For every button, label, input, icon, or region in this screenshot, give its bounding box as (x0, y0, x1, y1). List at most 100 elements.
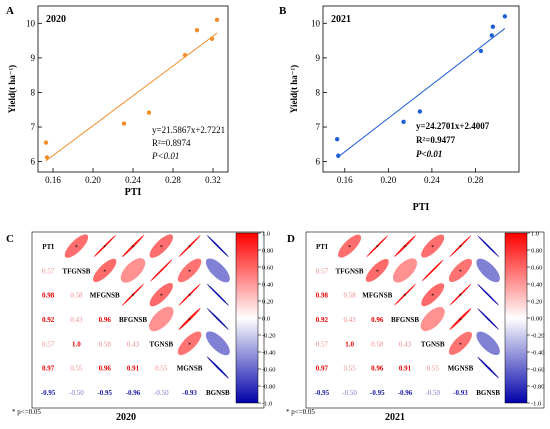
panel-b-ytick-label: 10 (311, 18, 321, 28)
panel-c-sig-star: * (188, 294, 191, 300)
panel-a-ylabel: Yield(t ha⁻¹) (7, 65, 17, 113)
panel-d-ellipse (421, 234, 445, 258)
panel-c-coef-label: -0.95 (97, 389, 112, 397)
panel-d-colorbar-tick-label: 0.00 (531, 316, 542, 323)
panel-a-point (44, 155, 50, 160)
panel-a-equation: y=21.5867x+2.7221 (152, 125, 225, 135)
panel-d-colorbar-tick-label: 0.40 (531, 282, 542, 289)
panel-d-ellipse (476, 258, 500, 283)
panel-d-sig-star: * (348, 245, 351, 251)
panel-b-xtick-label: 0.28 (468, 175, 484, 185)
panel-d-ellipse (448, 331, 473, 355)
panel-c-variable-label: BFGNSB (119, 316, 147, 324)
panel-d-sig-star: * (459, 269, 462, 275)
panel-d-variable-label: PTI (316, 243, 328, 251)
panel-d-ellipse (394, 283, 416, 306)
panel-a-letter: A (6, 5, 14, 17)
panel-b-xtick-label: 0.24 (424, 175, 440, 185)
panel-a-xtick-label: 0.28 (165, 175, 181, 185)
panel-d-ellipse (449, 308, 472, 330)
panel-c-frame (31, 231, 265, 409)
panel-c-coef-label: -0.96 (126, 389, 141, 397)
panel-b-plot-layer: 0.16 0.20 0.24 0.28 6 7 8 9 10 (311, 14, 508, 185)
panel-a-xlabel: PTI (125, 187, 142, 198)
panel-c-coef-label: 0.98 (42, 292, 55, 300)
panel-a-ytick-label: 7 (31, 122, 36, 132)
panel-c-colorbar (235, 232, 259, 404)
panel-c-coef-label: 0.58 (70, 292, 83, 300)
panel-d-sig-star: * (404, 245, 407, 251)
panel-d-coef-label: 0.57 (316, 267, 329, 275)
panel-c-correlation: C PTI * * * * * 0.57 TFGNSB * * 0.98 0.58 MFGNSB * * * 0… (6, 231, 276, 424)
panel-c-colorbar-tick-label: 0.40 (262, 282, 273, 289)
panel-a-scatter: A 2020 0.16 0.20 0.24 0.28 0.32 6 7 8 9 10 PTI Yi… (6, 5, 229, 198)
panel-b-letter: B (279, 5, 287, 17)
panel-c-colorbar-tick-label: 1.0 (262, 231, 270, 238)
panel-c-ellipse (121, 283, 145, 306)
panel-b-point (336, 153, 341, 158)
panel-c-colorbar-tick-label: -0.20 (262, 333, 276, 340)
panel-d-coef-label: 0.58 (371, 340, 384, 348)
panel-a-point (146, 110, 152, 115)
panel-d-colorbar-tick-label: 1.0 (531, 231, 539, 238)
panel-d-colorbar-tick-label: -0.60 (531, 367, 545, 374)
panel-a-point (43, 140, 49, 145)
panel-b-point (478, 48, 484, 54)
panel-c-coef-label: 0.43 (127, 340, 140, 348)
panel-a-xtick-label: 0.24 (125, 175, 141, 185)
panel-c-colorbar-tick-label: 0.80 (262, 248, 273, 255)
panel-d-title: 2021 (385, 412, 405, 423)
panel-a-frame (37, 5, 229, 173)
panel-b-equation: y=24.2701x+2.4007 (416, 121, 490, 131)
panel-d-ellipse (449, 283, 472, 306)
panel-a-pvalue: P<0.01 (151, 151, 179, 161)
panel-d-coef-label: 1.0 (345, 340, 354, 348)
panel-c-coef-label: 0.43 (70, 316, 83, 324)
panel-d-letter: D (287, 233, 295, 245)
panel-c-sig-star: * (188, 318, 191, 324)
panel-d-ellipse (338, 234, 362, 258)
panel-c-variable-label: BGNSB (206, 389, 230, 397)
panel-c-title: 2020 (116, 412, 136, 423)
panel-d-coef-label: 0.57 (316, 340, 329, 348)
panel-c-ellipse (121, 235, 145, 258)
panel-b-fit-line (336, 28, 506, 159)
panel-a-point (209, 36, 215, 42)
panel-d-footnote: * p<=0.05 (286, 408, 315, 416)
panel-c-colorbar-tick-label: 0.0 (262, 316, 270, 323)
panel-c-colorbar-ticks: 1.0 0.80 0.60 0.40 0.20 0.0 -0.20 -0.40 -0.60 -0.… (258, 231, 276, 408)
panel-a-xtick-label: 0.32 (205, 175, 221, 185)
panel-b-point (334, 136, 340, 142)
panel-a-xtick-label: 0.16 (45, 175, 61, 185)
panel-d-sig-star: * (459, 342, 462, 348)
panel-b-point (489, 33, 494, 38)
panel-b-xtick-label: 0.16 (337, 175, 353, 185)
panel-b-point (490, 24, 496, 29)
panel-c-ellipse (64, 234, 89, 258)
panel-d-coef-label: 0.58 (343, 292, 356, 300)
panel-c-variable-label: TFGNSB (62, 267, 90, 275)
panel-d-colorbar-tick-label: -0.40 (531, 350, 545, 357)
panel-d-variable-label: TFGNSB (336, 267, 364, 275)
panel-d-coef-label: 0.97 (316, 365, 329, 373)
panel-d-sig-star: * (459, 318, 462, 324)
panel-d-variable-label: MGNSB (448, 365, 474, 373)
panel-d-ellipse (477, 356, 499, 379)
panel-a-point (182, 52, 188, 58)
panel-c-ellipse (120, 258, 146, 283)
panel-c-sig-star: * (188, 269, 191, 275)
panel-a-point (194, 28, 200, 33)
panel-d-variable-label: BGNSB (476, 389, 500, 397)
panel-c-coef-label: 0.55 (155, 365, 168, 373)
panel-d-colorbar-tick-label: -1.0 (531, 401, 541, 408)
panel-b-r2: R²=0.9477 (416, 135, 456, 145)
panel-d-colorbar-tick-label: 0.60 (531, 265, 542, 272)
panel-c-ellipse (206, 356, 229, 379)
panel-c-sig-star: * (188, 245, 191, 251)
panel-b-xlabel: PTI (413, 202, 430, 213)
panel-c-ellipse (150, 259, 173, 282)
panel-a-point (214, 17, 220, 23)
panel-c-ellipse (205, 258, 230, 283)
panel-c-ellipse (177, 258, 202, 283)
